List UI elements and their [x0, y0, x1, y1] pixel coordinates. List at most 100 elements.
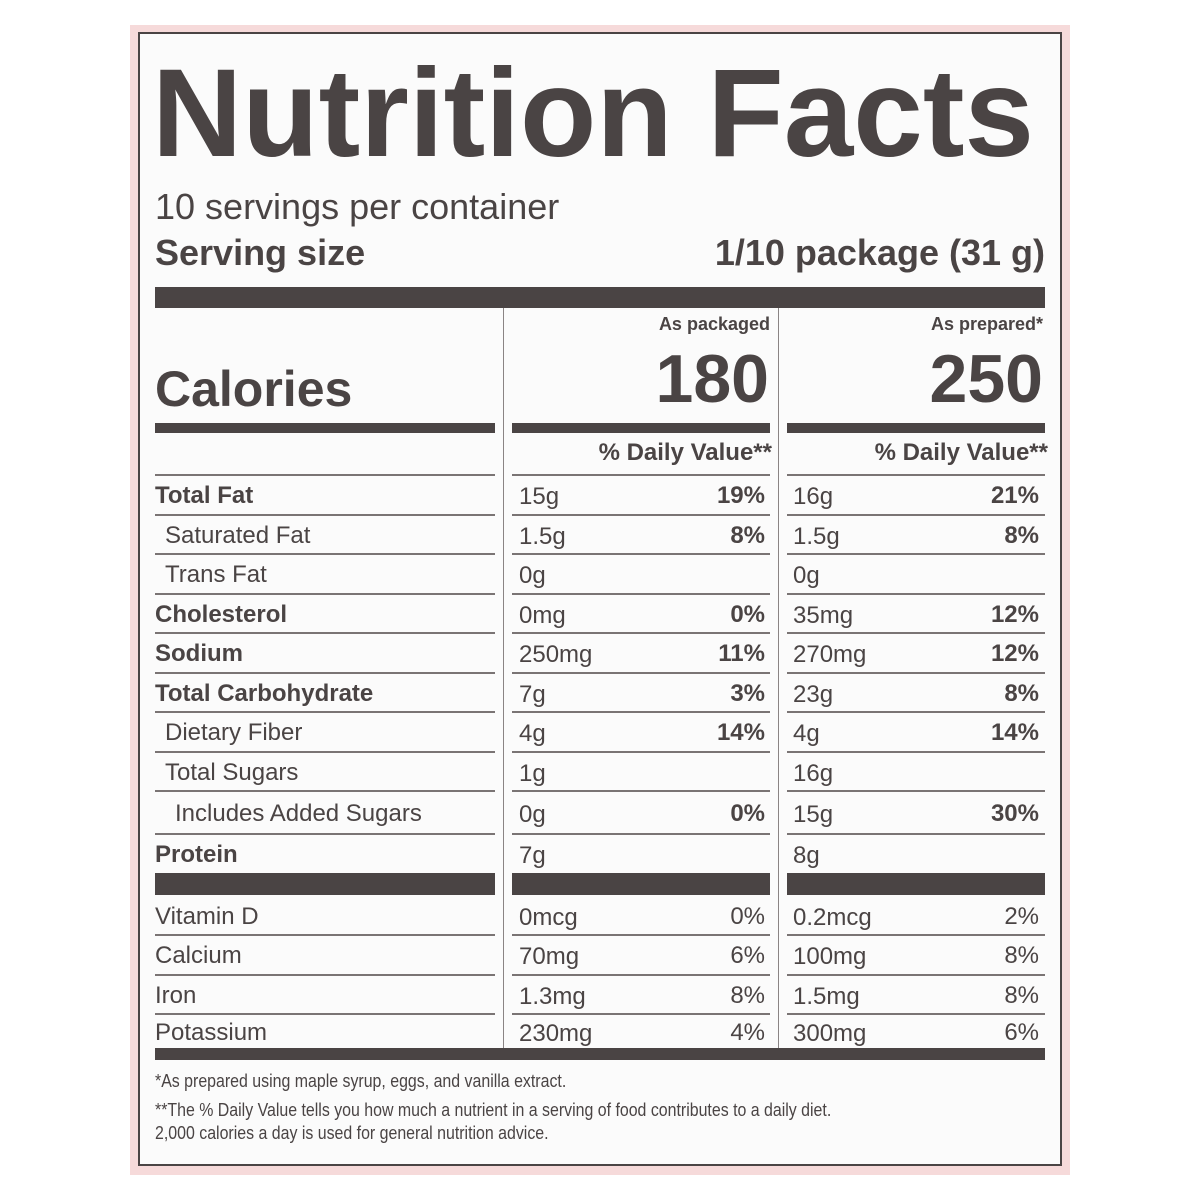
daily-value-packaged: 0% — [730, 902, 765, 930]
row-divider — [512, 1013, 770, 1015]
calories-label: Calories — [155, 361, 353, 417]
row-divider — [512, 934, 770, 936]
nutrient-label: Iron — [155, 981, 197, 1009]
footnote-daily-value: **The % Daily Value tells you how much a… — [155, 1099, 832, 1120]
row-divider — [787, 672, 1045, 674]
column-header-packaged: As packaged — [658, 314, 770, 334]
daily-value-packaged: 0% — [730, 799, 765, 827]
section-divider — [512, 873, 770, 895]
daily-value-packaged: 8% — [730, 981, 765, 1009]
amount-prepared: 100mg — [793, 943, 867, 970]
row-divider — [512, 593, 770, 595]
row-divider — [512, 672, 770, 674]
amount-prepared: 35mg — [793, 601, 854, 629]
nutrient-label: Total Fat — [155, 482, 254, 509]
thick-divider-top — [155, 287, 1045, 308]
daily-value-prepared: 30% — [990, 799, 1039, 827]
row-divider — [512, 833, 770, 835]
row-divider — [155, 934, 495, 936]
daily-value-prepared: 21% — [990, 482, 1039, 509]
amount-packaged: 0g — [519, 562, 546, 589]
row-divider — [787, 711, 1045, 713]
row-divider — [787, 1013, 1045, 1015]
serving-size-value: 1/10 package (31 g) — [714, 232, 1045, 273]
row-divider — [512, 974, 770, 976]
row-divider — [512, 711, 770, 713]
daily-value-prepared: 8% — [1004, 521, 1039, 549]
amount-prepared: 16g — [793, 483, 834, 510]
section-divider — [155, 873, 495, 895]
amount-prepared: 4g — [793, 720, 820, 747]
daily-value-prepared: 12% — [990, 640, 1039, 667]
daily-value-packaged: 3% — [730, 679, 765, 707]
row-divider — [512, 514, 770, 516]
calories-packaged: 180 — [655, 341, 769, 417]
nutrient-label: Trans Fat — [165, 561, 267, 588]
amount-prepared: 16g — [793, 759, 834, 787]
daily-value-packaged: 11% — [718, 640, 765, 667]
daily-value-prepared: 8% — [1004, 679, 1039, 707]
nutrient-label: Protein — [155, 841, 238, 868]
nutrient-label: Vitamin D — [155, 902, 259, 930]
daily-value-header-prepared: % Daily Value** — [874, 439, 1048, 466]
daily-value-packaged: 4% — [730, 1018, 765, 1046]
row-divider — [787, 632, 1045, 634]
nutrient-label: Total Sugars — [165, 758, 299, 786]
row-divider — [512, 632, 770, 634]
row-divider — [155, 553, 495, 555]
nutrition-label-panel — [138, 32, 1062, 1166]
amount-prepared: 15g — [793, 800, 834, 828]
footnote-calories: 2,000 calories a day is used for general… — [155, 1122, 549, 1143]
row-divider — [787, 974, 1045, 976]
amount-packaged: 0mg — [519, 601, 566, 629]
row-divider — [155, 1013, 495, 1015]
amount-prepared: 0g — [793, 562, 820, 589]
row-divider — [787, 934, 1045, 936]
row-divider — [155, 632, 495, 634]
row-divider — [155, 474, 495, 476]
daily-value-prepared: 12% — [990, 600, 1039, 628]
row-divider — [512, 790, 770, 792]
calories-divider — [787, 423, 1045, 433]
row-divider — [512, 751, 770, 753]
amount-packaged: 7g — [519, 680, 546, 708]
row-divider — [787, 553, 1045, 555]
daily-value-prepared: 6% — [1004, 1018, 1039, 1046]
daily-value-prepared: 8% — [1004, 981, 1039, 1009]
daily-value-packaged: 14% — [716, 719, 765, 746]
amount-prepared: 1.5mg — [793, 982, 860, 1010]
nutrient-label: Includes Added Sugars — [175, 799, 422, 827]
nutrient-label: Cholesterol — [155, 600, 288, 628]
amount-packaged: 4g — [519, 720, 546, 747]
amount-packaged: 1.3mg — [519, 982, 586, 1010]
row-divider — [512, 553, 770, 555]
thick-divider-bottom — [155, 1048, 1045, 1060]
amount-prepared: 8g — [793, 842, 820, 869]
row-divider — [155, 974, 495, 976]
row-divider — [155, 672, 495, 674]
row-divider — [787, 751, 1045, 753]
nutrient-label: Saturated Fat — [165, 521, 311, 549]
daily-value-prepared: 2% — [1004, 902, 1039, 930]
row-divider — [155, 514, 495, 516]
amount-packaged: 250mg — [519, 641, 593, 668]
daily-value-packaged: 8% — [730, 521, 765, 549]
section-divider — [787, 873, 1045, 895]
footnote-prepared: *As prepared using maple syrup, eggs, an… — [155, 1070, 567, 1091]
amount-prepared: 23g — [793, 680, 834, 708]
row-divider — [155, 790, 495, 792]
row-divider — [155, 593, 495, 595]
row-divider — [787, 593, 1045, 595]
amount-prepared: 270mg — [793, 641, 867, 668]
column-divider-2 — [778, 308, 779, 1048]
calories-divider — [155, 423, 495, 433]
amount-packaged: 70mg — [519, 943, 580, 970]
column-divider-1 — [503, 308, 504, 1048]
row-divider — [787, 790, 1045, 792]
calories-divider — [512, 423, 770, 433]
row-divider — [787, 514, 1045, 516]
amount-prepared: 0.2mcg — [793, 903, 872, 931]
row-divider — [787, 474, 1045, 476]
amount-packaged: 1g — [519, 759, 546, 787]
row-divider — [155, 751, 495, 753]
